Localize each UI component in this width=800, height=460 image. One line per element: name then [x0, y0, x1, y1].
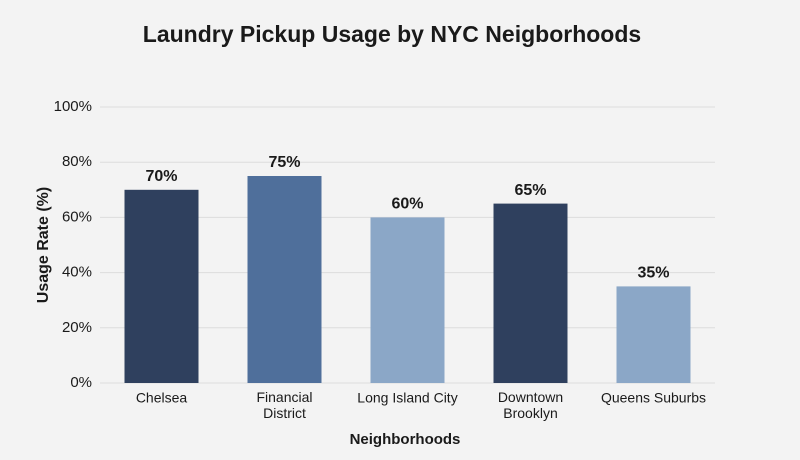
y-tick-label: 80%	[62, 153, 92, 170]
y-tick-label: 60%	[62, 208, 92, 225]
y-tick-label: 40%	[62, 264, 92, 281]
bar	[493, 203, 568, 383]
value-label: 70%	[145, 168, 177, 185]
y-axis-label: Usage Rate (%)	[35, 187, 52, 303]
chart-title: Laundry Pickup Usage by NYC Neigborhoods	[143, 21, 641, 47]
x-tick-label: Long Island City	[357, 390, 457, 406]
x-axis-label: Neighborhoods	[350, 431, 461, 448]
y-tick-label: 100%	[54, 98, 92, 115]
bar	[616, 286, 691, 383]
value-label: 35%	[637, 265, 669, 282]
y-tick-label: 0%	[70, 374, 92, 391]
x-tick-label: Downtown Brooklyn	[498, 389, 563, 421]
bar	[370, 217, 445, 383]
bar	[247, 176, 322, 383]
bar	[124, 189, 199, 383]
value-label: 60%	[391, 196, 423, 213]
value-label: 65%	[514, 182, 546, 199]
x-tick-label: Chelsea	[136, 390, 188, 406]
y-tick-label: 20%	[62, 319, 92, 336]
x-tick-label: Queens Suburbs	[601, 390, 706, 406]
value-label: 75%	[268, 154, 300, 171]
x-tick-label: Financial District	[256, 389, 312, 421]
